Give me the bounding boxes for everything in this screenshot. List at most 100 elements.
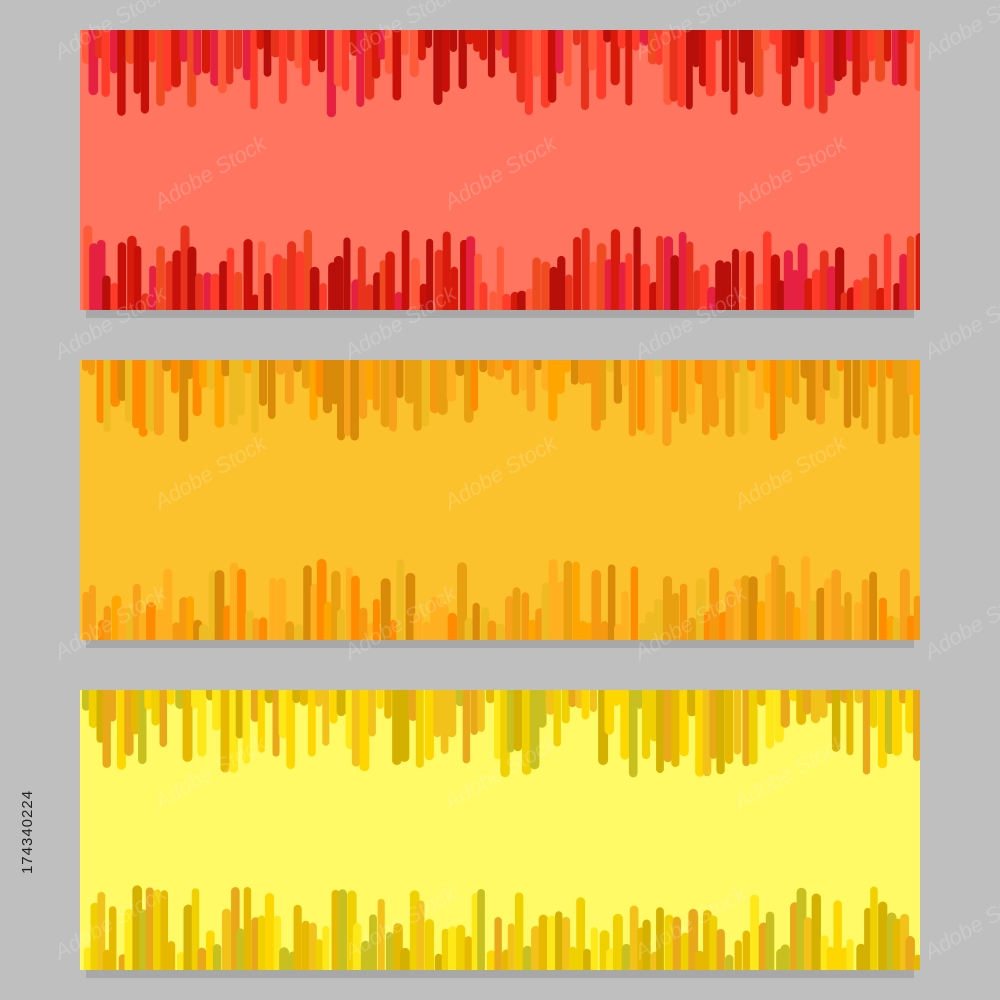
stripe: [846, 690, 854, 756]
stripe: [581, 30, 589, 111]
stripe: [175, 690, 185, 709]
stripe: [781, 30, 791, 107]
stripe: [516, 290, 527, 310]
stripe: [212, 944, 222, 970]
stripe: [724, 690, 734, 765]
stripe: [505, 596, 514, 640]
stripe: [466, 235, 476, 310]
banner-stripes: [82, 360, 920, 640]
stripe: [96, 690, 105, 743]
stripe: [408, 690, 418, 721]
stripe: [670, 255, 680, 310]
stripe: [589, 690, 597, 712]
stripe: [513, 690, 522, 752]
stripe: [750, 894, 759, 970]
stripe: [197, 947, 207, 970]
stripe: [840, 292, 848, 310]
stripe: [568, 946, 577, 970]
stripe: [250, 30, 258, 110]
stripe: [640, 263, 651, 310]
stripe: [389, 360, 397, 432]
stripe: [404, 360, 415, 404]
stripe: [245, 610, 255, 640]
stripe: [479, 30, 488, 61]
stripe: [487, 620, 497, 640]
stripe: [384, 30, 395, 75]
stripe: [494, 690, 502, 760]
stripe: [549, 266, 558, 310]
stripe: [541, 261, 551, 310]
stripe: [293, 904, 302, 970]
stripe: [905, 936, 915, 970]
stripe: [709, 567, 720, 640]
stripe: [101, 30, 110, 98]
stripe: [537, 690, 547, 728]
stripe: [236, 928, 245, 970]
stripe: [572, 30, 581, 46]
stripe: [723, 261, 732, 310]
stripe: [642, 690, 651, 760]
stripe: [695, 950, 705, 970]
stripe: [638, 622, 647, 640]
stripe: [292, 690, 301, 704]
stripe: [783, 250, 793, 310]
stock-id: 174340224: [19, 790, 36, 874]
stripe: [521, 690, 532, 775]
stripe: [359, 690, 370, 772]
stripe: [748, 690, 758, 765]
stripe: [510, 291, 520, 310]
stripe: [170, 360, 179, 394]
stripe: [372, 360, 380, 411]
stripe: [875, 30, 885, 82]
stripe: [126, 607, 134, 640]
stripe: [725, 360, 735, 438]
stripe: [155, 608, 166, 640]
stripe: [618, 262, 627, 310]
stripe: [869, 571, 878, 640]
stripe: [878, 901, 888, 970]
stripe: [826, 946, 835, 970]
stripe: [545, 690, 556, 715]
stripe: [741, 575, 750, 640]
stripe: [102, 275, 111, 310]
stripe: [533, 360, 543, 371]
stripe: [472, 602, 480, 640]
stripe: [233, 30, 243, 70]
stripe: [165, 260, 174, 310]
stripe: [222, 908, 231, 970]
stripe: [607, 564, 616, 640]
stripe: [819, 690, 828, 719]
stripe: [470, 690, 478, 735]
stripe: [525, 288, 534, 310]
stripe: [753, 30, 764, 98]
stripe: [180, 225, 190, 310]
stripe: [395, 360, 404, 399]
stripe: [151, 690, 160, 726]
stripe: [487, 30, 496, 78]
stripe: [642, 919, 651, 970]
stripe: [695, 690, 705, 777]
stripe: [285, 621, 295, 640]
stripe: [401, 229, 410, 310]
stripe: [637, 360, 646, 431]
stripe: [82, 591, 90, 640]
stripe: [336, 360, 346, 441]
stripe: [793, 607, 801, 640]
stripe: [655, 30, 663, 65]
stripe: [465, 30, 475, 45]
stripe: [776, 360, 786, 434]
stripe: [819, 250, 829, 310]
stripe: [633, 226, 641, 310]
stripe: [765, 911, 775, 970]
stripe: [278, 30, 287, 104]
stripe: [263, 30, 272, 77]
stripe: [331, 889, 340, 970]
stripe: [251, 360, 259, 434]
stripe: [906, 236, 915, 310]
stripe: [815, 360, 826, 425]
stripe: [614, 623, 623, 640]
stripe: [811, 269, 822, 310]
stripe: [625, 30, 633, 106]
stripe: [186, 596, 195, 640]
